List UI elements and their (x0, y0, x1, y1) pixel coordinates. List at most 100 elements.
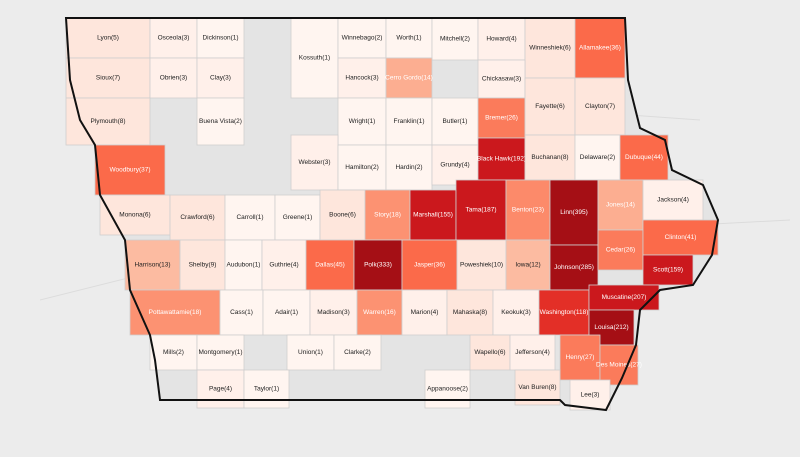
county-label: Page(4) (209, 386, 232, 393)
counties: Lyon(5) Osceola(3) Dickinson(1) Kossuth(1) W… (65, 17, 719, 411)
county-label: Appanoose(2) (427, 386, 468, 393)
county (431, 17, 479, 61)
county-label: Chickasaw(3) (482, 76, 521, 83)
county (446, 289, 494, 336)
county-label: Van Buren(8) (518, 384, 556, 391)
county-label: Adair(1) (275, 309, 298, 316)
county-label: Lee(3) (581, 392, 600, 399)
county-label: Iowa(12) (515, 262, 540, 269)
county-label: Buena Vista(2) (199, 118, 242, 125)
county-label: Fayette(6) (535, 103, 565, 110)
county-label: Keokuk(3) (501, 309, 531, 316)
county (492, 289, 540, 336)
county-label: Winnebago(2) (342, 35, 383, 42)
county-label: Boone(6) (329, 212, 356, 219)
county-label: Dubuque(44) (625, 154, 663, 161)
county (505, 239, 551, 291)
county-label: Hancock(3) (345, 75, 378, 82)
county-label: Worth(1) (396, 35, 421, 42)
county-label: Jefferson(4) (515, 349, 550, 356)
county-label: Audubon(1) (227, 262, 261, 269)
county-label: Mills(2) (163, 349, 184, 356)
county-label: Lyon(5) (97, 35, 119, 42)
county-label: Montgomery(1) (198, 349, 242, 356)
county (424, 369, 471, 409)
county-label: Osceola(3) (158, 35, 190, 42)
county (149, 334, 198, 371)
county-label: Jackson(4) (657, 197, 689, 204)
county-label: Clarke(2) (344, 349, 371, 356)
county-label: Des Moines(27) (596, 362, 642, 369)
county-label: Harrison(13) (134, 262, 170, 269)
county (337, 57, 387, 99)
county (505, 179, 551, 241)
county (409, 189, 457, 241)
county-label: Clinton(41) (665, 234, 697, 241)
county-label: Marshall(155) (413, 212, 453, 219)
county-label: Hamilton(2) (345, 164, 379, 171)
county (597, 179, 644, 231)
county (401, 289, 448, 336)
county (574, 77, 626, 136)
county-label: Grundy(4) (440, 162, 469, 169)
county-label: Shelby(9) (189, 262, 217, 269)
county (274, 194, 321, 241)
county-label: Scott(159) (653, 267, 683, 274)
county-label: Poweshiek(10) (460, 262, 503, 269)
county (431, 97, 479, 146)
county-label: Wright(1) (349, 118, 376, 125)
county-label: Delaware(2) (580, 154, 615, 161)
county (574, 134, 621, 181)
county (597, 229, 644, 271)
county-label: Washington(118) (540, 309, 589, 316)
county (549, 179, 599, 246)
county (469, 334, 511, 371)
county (196, 57, 245, 99)
county-label: Johnson(285) (554, 264, 594, 271)
county (401, 239, 458, 291)
county-label: Story(18) (374, 212, 401, 219)
county-label: Muscatine(207) (602, 294, 647, 301)
county (574, 17, 626, 79)
county (588, 284, 660, 311)
county (431, 144, 479, 186)
county (353, 239, 403, 291)
county-label: Winneshiek(6) (529, 45, 571, 52)
county-label: Webster(3) (298, 159, 330, 166)
county (286, 334, 335, 371)
county-label: Hardin(2) (395, 164, 422, 171)
county-label: Howard(4) (486, 36, 516, 43)
county (456, 239, 507, 291)
county-label: Kossuth(1) (299, 55, 330, 62)
county (385, 57, 433, 99)
county (559, 334, 601, 381)
county (309, 289, 358, 336)
county (477, 17, 526, 61)
county-label: Clay(3) (210, 75, 231, 82)
county (219, 289, 264, 336)
county-label: Franklin(1) (393, 118, 424, 125)
county-label: Carroll(1) (236, 214, 263, 221)
county-label: Mahaska(8) (453, 309, 487, 316)
county-label: Monona(6) (119, 212, 150, 219)
county (65, 57, 151, 99)
county-label: Jones(14) (606, 202, 635, 209)
county (385, 97, 433, 146)
county-label: Crawford(6) (180, 214, 214, 221)
county-label: Woodbury(37) (109, 167, 150, 174)
county (319, 189, 366, 241)
county (149, 17, 198, 59)
county-label: Wapello(6) (474, 349, 505, 356)
county (179, 239, 226, 291)
county-label: Cerro Gordo(14) (385, 75, 433, 82)
county (290, 134, 339, 191)
county (619, 134, 669, 181)
county (477, 59, 526, 99)
county-label: Mitchell(2) (440, 36, 470, 43)
county-label: Allamakee(36) (579, 45, 621, 52)
county-label: Linn(395) (560, 209, 587, 216)
county (524, 77, 576, 136)
county-label: Dickinson(1) (202, 35, 238, 42)
state-outline (64, 17, 720, 412)
